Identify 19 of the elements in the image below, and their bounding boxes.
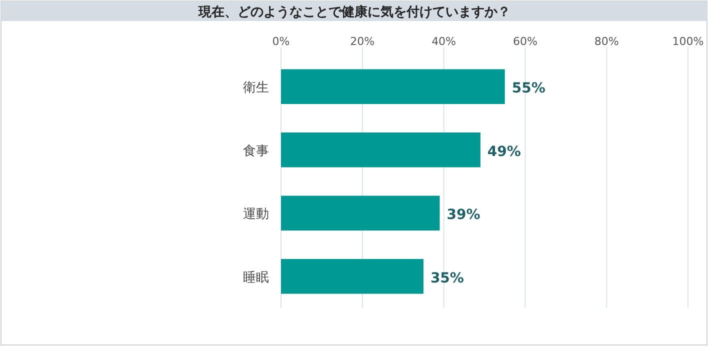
- bar: [281, 132, 480, 168]
- bar: [281, 69, 505, 104]
- bar: [281, 258, 424, 294]
- y-tick-label: 食事: [243, 144, 269, 159]
- y-tick-label: 運動: [243, 207, 269, 222]
- data-label: 39%: [446, 207, 480, 224]
- bar: [281, 196, 440, 231]
- x-tick-label: 40%: [432, 35, 456, 48]
- data-label: 49%: [487, 144, 521, 160]
- x-tick-label: 0%: [272, 35, 290, 48]
- x-tick-label: 20%: [350, 35, 375, 48]
- data-label: 35%: [430, 270, 464, 286]
- x-tick-label: 100%: [672, 35, 704, 48]
- chart-title: 現在、どのようなことで健康に気を付けていますか？: [198, 4, 510, 20]
- x-tick-label: 60%: [512, 35, 538, 48]
- x-tick-label: 80%: [594, 35, 619, 48]
- y-tick-label: 睡眠: [243, 270, 269, 286]
- y-tick-label: 衛生: [243, 80, 269, 96]
- data-label: 55%: [512, 80, 546, 97]
